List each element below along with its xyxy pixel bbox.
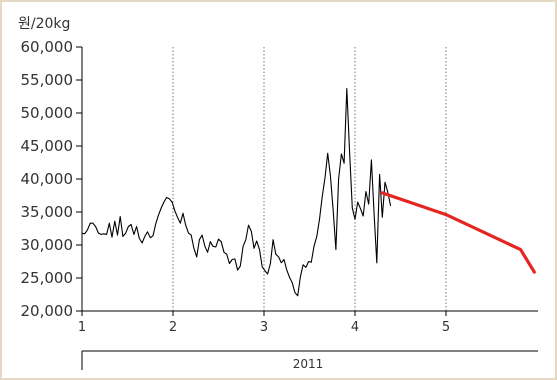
x-tick-label: 4 [351, 320, 359, 335]
y-axis: 20,000 25,000 30,000 35,000 40,000 45,000 50,0… [21, 38, 83, 320]
x-axis: 1 2 3 4 5 [78, 310, 538, 335]
y-tick-label: 45,000 [21, 137, 74, 155]
y-tick-label: 40,000 [21, 170, 74, 188]
grid-lines [172, 47, 447, 311]
y-tick-label: 35,000 [21, 203, 74, 221]
x-tick-label: 3 [260, 320, 268, 335]
x-tick-label: 5 [442, 320, 450, 335]
y-tick-label: 55,000 [21, 71, 74, 89]
forecast-price-line [380, 191, 536, 274]
y-axis-unit-label: 원/20kg [18, 16, 70, 32]
y-tick-label: 60,000 [21, 38, 74, 56]
y-tick-label: 50,000 [21, 104, 74, 122]
year-bracket: 2011 [81, 350, 538, 371]
y-tick-label: 20,000 [21, 302, 74, 320]
x-tick-label: 1 [78, 320, 86, 335]
year-label: 2011 [293, 357, 324, 371]
y-tick-label: 30,000 [21, 236, 74, 254]
series-group [81, 88, 536, 297]
y-tick-label: 25,000 [21, 269, 74, 287]
actual-price-line [81, 88, 392, 297]
x-tick-label: 2 [169, 320, 177, 335]
